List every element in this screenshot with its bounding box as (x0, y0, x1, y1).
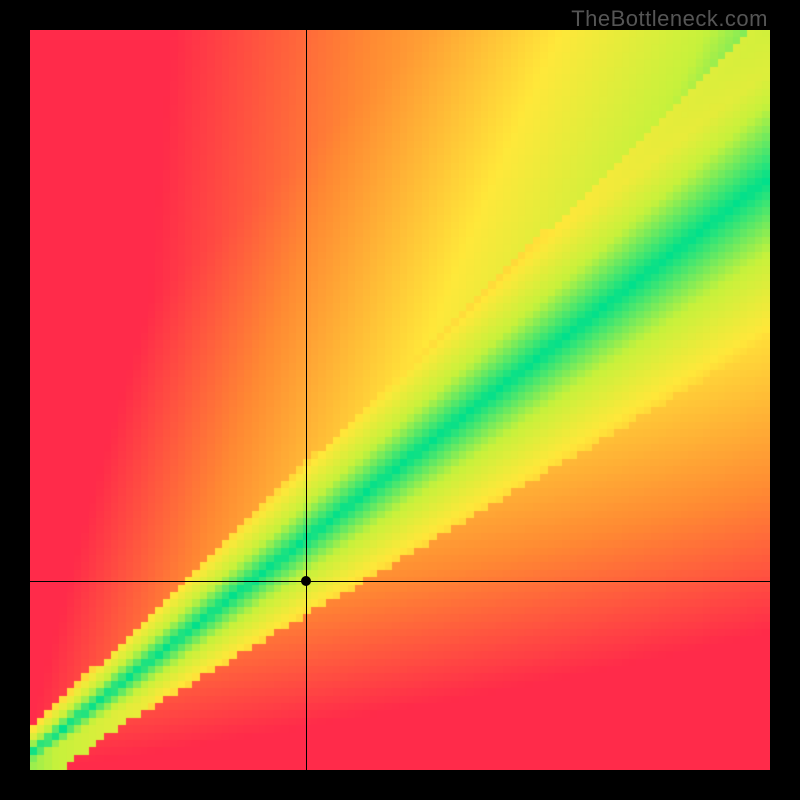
crosshair-horizontal (30, 581, 770, 582)
attribution-label: TheBottleneck.com (571, 6, 768, 32)
bottleneck-heatmap (30, 30, 770, 770)
crosshair-vertical (306, 30, 307, 770)
